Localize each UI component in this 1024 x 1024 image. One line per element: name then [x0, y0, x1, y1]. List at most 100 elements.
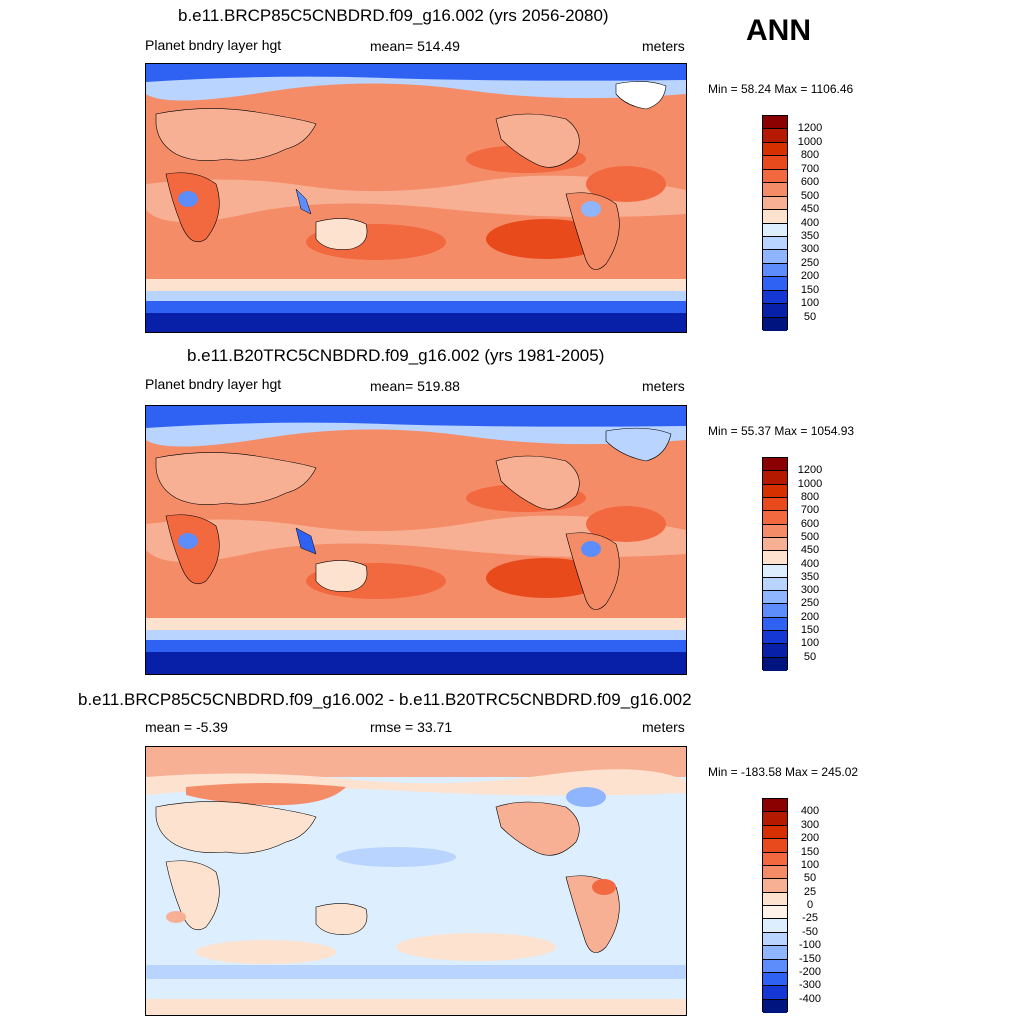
colorbar-tick-label: 300: [800, 584, 820, 597]
colorbar-swatch: [763, 906, 787, 920]
colorbar-tick-label: -300: [798, 979, 822, 992]
colorbar-swatch: [763, 196, 787, 211]
colorbar-tick-label: 150: [800, 624, 820, 637]
colorbar-tick-label: 150: [800, 845, 820, 858]
colorbar-swatch: [763, 879, 787, 893]
panel3-minmax: Min = -183.58 Max = 245.02: [708, 765, 859, 779]
colorbar-tick-label: 250: [800, 256, 820, 269]
colorbar-tick-label: 1200: [797, 122, 823, 135]
colorbar-swatch: [763, 919, 787, 933]
colorbar-swatch: [763, 865, 787, 880]
colorbar-swatch: [763, 263, 787, 278]
colorbar-tick-label: 1000: [797, 477, 823, 490]
colorbar-tick-label: 50: [803, 872, 817, 885]
colorbar-tick-label: 200: [800, 270, 820, 283]
colorbar-swatch: [763, 631, 787, 645]
panel1-colorbar: [762, 115, 788, 331]
colorbar-tick-label: 350: [800, 229, 820, 242]
colorbar-tick-label: 0: [806, 899, 814, 911]
panel3-units-label: meters: [642, 719, 685, 735]
colorbar-tick-label: 500: [800, 530, 820, 543]
colorbar-swatch: [763, 657, 787, 671]
colorbar-swatch: [763, 986, 787, 1000]
colorbar-swatch: [763, 799, 787, 813]
colorbar-swatch: [763, 471, 787, 485]
panel3-mean-label: mean = -5.39: [145, 719, 228, 735]
colorbar-swatch: [763, 959, 787, 973]
colorbar-swatch: [763, 932, 787, 947]
colorbar-tick-label: 100: [800, 637, 820, 650]
colorbar-swatch: [763, 210, 787, 224]
colorbar-tick-label: 400: [800, 216, 820, 229]
colorbar-swatch: [763, 972, 787, 987]
colorbar-swatch: [763, 617, 787, 632]
colorbar-swatch: [763, 551, 787, 565]
colorbar-tick-label: 100: [800, 297, 820, 310]
colorbar-swatch: [763, 812, 787, 826]
colorbar-tick-label: 350: [800, 570, 820, 583]
panel1-title: b.e11.BRCP85C5CNBDRD.f09_g16.002 (yrs 20…: [178, 6, 609, 25]
colorbar-tick-label: 200: [800, 832, 820, 845]
colorbar-tick-label: 200: [800, 610, 820, 623]
colorbar-swatch: [763, 277, 787, 291]
colorbar-tick-label: -200: [798, 965, 822, 978]
panel2-colorbar: [762, 457, 788, 671]
colorbar-tick-label: 600: [800, 176, 820, 189]
colorbar-tick-label: 700: [800, 162, 820, 175]
colorbar-swatch: [763, 183, 787, 197]
colorbar-swatch: [763, 564, 787, 578]
colorbar-swatch: [763, 169, 787, 184]
colorbar-tick-label: 150: [800, 283, 820, 296]
colorbar-tick-label: -400: [798, 992, 822, 1005]
colorbar-swatch: [763, 537, 787, 552]
colorbar-tick-label: 1000: [797, 135, 823, 148]
colorbar-swatch: [763, 825, 787, 840]
colorbar-tick-label: -50: [802, 925, 818, 938]
panel2-mean-label: mean= 519.88: [370, 378, 460, 394]
colorbar-swatch: [763, 129, 787, 143]
panel1-minmax: Min = 58.24 Max = 1106.46: [708, 82, 854, 96]
colorbar-tick-label: -100: [798, 939, 822, 952]
colorbar-swatch: [763, 577, 787, 592]
colorbar-swatch: [763, 591, 787, 605]
colorbar-swatch: [763, 604, 787, 618]
colorbar-tick-label: 450: [800, 203, 820, 216]
colorbar-tick-label: -25: [802, 912, 818, 925]
colorbar-swatch: [763, 250, 787, 264]
colorbar-swatch: [763, 511, 787, 525]
colorbar-swatch: [763, 524, 787, 538]
colorbar-swatch: [763, 223, 787, 237]
colorbar-tick-label: 25: [803, 885, 817, 898]
colorbar-swatch: [763, 304, 787, 318]
panel1-map: [145, 63, 687, 333]
colorbar-tick-label: 300: [800, 818, 820, 831]
panel2-units-label: meters: [642, 378, 685, 394]
colorbar-tick-label: 400: [800, 805, 820, 818]
colorbar-swatch: [763, 290, 787, 305]
panel2-title: b.e11.B20TRC5CNBDRD.f09_g16.002 (yrs 198…: [187, 346, 605, 365]
colorbar-tick-label: 800: [800, 149, 820, 162]
panel3-colorbar: [762, 798, 788, 1013]
season-label: ANN: [746, 14, 811, 47]
panel1-variable-label: Planet bndry layer hgt: [145, 37, 282, 53]
colorbar-swatch: [763, 156, 787, 170]
colorbar-swatch: [763, 839, 787, 853]
colorbar-tick-label: 400: [800, 557, 820, 570]
colorbar-tick-label: 300: [800, 243, 820, 256]
colorbar-swatch: [763, 484, 787, 498]
panel2-minmax: Min = 55.37 Max = 1054.93: [708, 424, 855, 438]
colorbar-swatch: [763, 497, 787, 512]
colorbar-tick-label: 500: [800, 189, 820, 202]
colorbar-swatch: [763, 946, 787, 960]
panel3-map: [145, 746, 687, 1016]
colorbar-swatch: [763, 142, 787, 157]
colorbar-tick-label: 600: [800, 517, 820, 530]
colorbar-tick-label: 100: [800, 858, 820, 871]
colorbar-swatch: [763, 852, 787, 866]
colorbar-swatch: [763, 236, 787, 251]
colorbar-tick-label: 700: [800, 504, 820, 517]
colorbar-swatch: [763, 892, 787, 906]
panel3-rmse-label: rmse = 33.71: [370, 719, 453, 735]
colorbar-swatch: [763, 644, 787, 658]
colorbar-swatch: [763, 317, 787, 331]
